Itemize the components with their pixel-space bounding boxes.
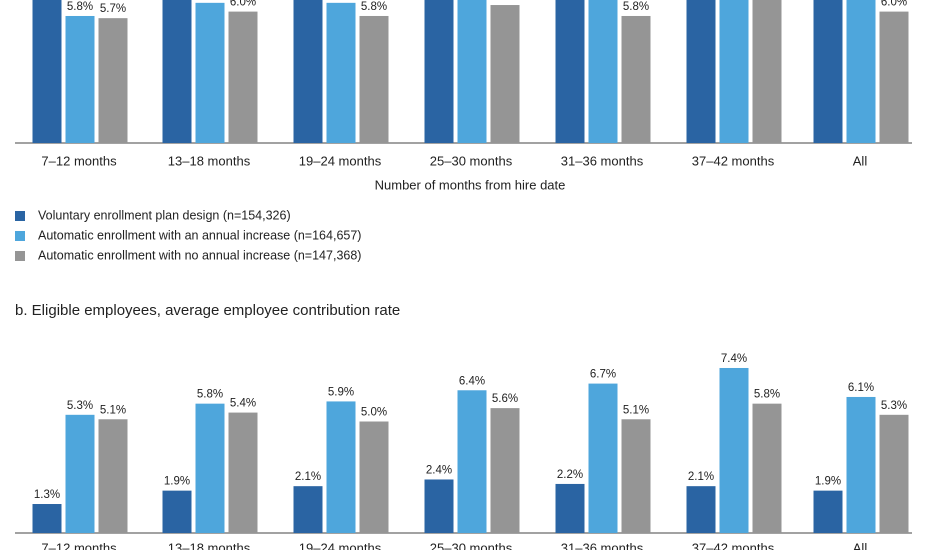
- value-label: 1.3%: [34, 489, 60, 501]
- bar: [195, 403, 225, 533]
- bar: [195, 2, 225, 144]
- bar: [752, 0, 782, 143]
- legend-label: Automatic enrollment with no annual incr…: [38, 248, 361, 262]
- value-label: 5.0%: [361, 407, 387, 419]
- x-tick-label: 13–18 months: [168, 153, 251, 168]
- value-label: 5.1%: [100, 404, 126, 416]
- bar: [424, 479, 454, 533]
- bar: [879, 11, 909, 143]
- value-label: 5.3%: [881, 400, 907, 412]
- value-label: 2.4%: [426, 465, 452, 477]
- legend-label: Automatic enrollment with an annual incr…: [38, 228, 361, 242]
- x-tick-label: 7–12 months: [41, 153, 117, 168]
- value-label: 5.1%: [623, 404, 649, 416]
- bar: [359, 421, 389, 533]
- value-label: 6.0%: [881, 0, 907, 9]
- value-label: 5.8%: [67, 1, 93, 13]
- bar: [879, 414, 909, 533]
- x-tick-label: 37–42 months: [692, 153, 775, 168]
- bar: [32, 504, 62, 533]
- x-tick-label: 31–36 months: [561, 540, 644, 550]
- bar: [65, 414, 95, 533]
- value-label: 1.9%: [164, 476, 190, 488]
- bar: [162, 490, 192, 533]
- value-label: 6.1%: [848, 382, 874, 394]
- value-label: 7.4%: [721, 353, 747, 365]
- bar: [98, 419, 128, 533]
- value-label: 1.9%: [815, 476, 841, 488]
- bar: [424, 0, 454, 144]
- x-axis-title: Number of months from hire date: [375, 177, 566, 192]
- bar: [555, 483, 585, 533]
- bar: [293, 0, 323, 144]
- bar: [326, 401, 356, 533]
- x-tick-label: 7–12 months: [41, 540, 117, 550]
- bar: [162, 0, 192, 144]
- bar: [621, 419, 651, 533]
- bar: [65, 15, 95, 144]
- value-label: 6.7%: [590, 369, 616, 381]
- value-label: 6.4%: [459, 375, 485, 387]
- bar: [490, 408, 520, 533]
- bar: [813, 490, 843, 533]
- x-tick-label: 25–30 months: [430, 153, 513, 168]
- value-label: 2.1%: [295, 471, 321, 483]
- value-label: 5.7%: [100, 3, 126, 15]
- bar: [32, 0, 62, 144]
- x-tick-label: 19–24 months: [299, 540, 382, 550]
- legend-swatch: [15, 251, 25, 261]
- bar: [228, 412, 258, 533]
- bar: [752, 403, 782, 533]
- bar: [588, 0, 618, 143]
- value-label: 5.9%: [328, 386, 354, 398]
- x-tick-label: 31–36 months: [561, 153, 644, 168]
- bar: [846, 0, 876, 143]
- bar: [686, 486, 716, 533]
- value-label: 5.8%: [754, 389, 780, 401]
- bar: [490, 5, 520, 144]
- chart-title: b. Eligible employees, average employee …: [15, 302, 400, 319]
- bar: [228, 11, 258, 143]
- value-label: 6.0%: [230, 0, 256, 9]
- x-tick-label: All: [853, 153, 868, 168]
- x-tick-label: 37–42 months: [692, 540, 775, 550]
- legend-swatch: [15, 231, 25, 241]
- bar: [846, 396, 876, 533]
- bar: [457, 0, 487, 143]
- value-label: 2.2%: [557, 469, 583, 481]
- bar: [588, 383, 618, 533]
- value-label: 5.8%: [623, 1, 649, 13]
- bar: [686, 0, 716, 144]
- x-tick-label: 19–24 months: [299, 153, 382, 168]
- bar: [555, 0, 585, 144]
- bar: [326, 2, 356, 144]
- value-label: 5.8%: [197, 389, 223, 401]
- value-label: 2.1%: [688, 471, 714, 483]
- bar: [98, 18, 128, 144]
- value-label: 5.8%: [361, 1, 387, 13]
- bar: [457, 390, 487, 533]
- legend-label: Voluntary enrollment plan design (n=154,…: [38, 208, 291, 222]
- x-tick-label: All: [853, 540, 868, 550]
- x-tick-label: 25–30 months: [430, 540, 513, 550]
- bar: [359, 15, 389, 144]
- x-tick-label: 13–18 months: [168, 540, 251, 550]
- value-label: 5.3%: [67, 400, 93, 412]
- value-label: 5.4%: [230, 398, 256, 410]
- legend-swatch: [15, 211, 25, 221]
- bar: [719, 0, 749, 143]
- bar: [621, 15, 651, 144]
- bar: [719, 367, 749, 533]
- bar: [293, 486, 323, 533]
- bar: [813, 0, 843, 144]
- value-label: 5.6%: [492, 393, 518, 405]
